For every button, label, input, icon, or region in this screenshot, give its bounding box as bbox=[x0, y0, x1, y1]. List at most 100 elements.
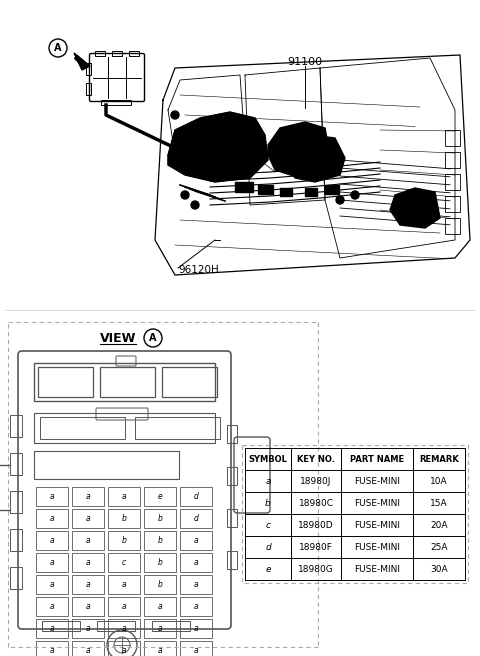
Text: 18980F: 18980F bbox=[299, 543, 333, 552]
Text: KEY NO.: KEY NO. bbox=[297, 455, 335, 464]
Text: b: b bbox=[157, 514, 162, 523]
Bar bbox=[36, 531, 68, 550]
Text: a: a bbox=[194, 558, 198, 567]
Text: b: b bbox=[157, 580, 162, 589]
Bar bbox=[72, 531, 104, 550]
Text: b: b bbox=[121, 536, 126, 545]
Bar bbox=[72, 487, 104, 506]
Bar bbox=[40, 417, 125, 439]
Bar bbox=[34, 363, 215, 401]
Text: PART NAME: PART NAME bbox=[350, 455, 404, 464]
Bar bbox=[72, 575, 104, 594]
Bar bbox=[227, 551, 237, 569]
Text: REMARK: REMARK bbox=[419, 455, 459, 464]
Bar bbox=[144, 575, 176, 594]
Text: a: a bbox=[86, 580, 90, 589]
Text: 18980J: 18980J bbox=[300, 476, 332, 485]
Bar bbox=[162, 367, 217, 397]
Bar bbox=[144, 597, 176, 616]
Bar bbox=[258, 185, 273, 194]
Text: c: c bbox=[265, 520, 271, 529]
Text: b: b bbox=[121, 514, 126, 523]
Bar bbox=[235, 182, 253, 192]
Bar bbox=[445, 196, 460, 212]
Bar bbox=[445, 130, 460, 146]
Text: a: a bbox=[265, 476, 271, 485]
Text: b: b bbox=[157, 536, 162, 545]
Circle shape bbox=[336, 196, 344, 204]
Polygon shape bbox=[74, 53, 90, 70]
Bar bbox=[108, 597, 140, 616]
Text: a: a bbox=[50, 580, 54, 589]
Bar bbox=[144, 509, 176, 528]
Text: 18980G: 18980G bbox=[298, 565, 334, 573]
Circle shape bbox=[351, 191, 359, 199]
Bar bbox=[445, 218, 460, 234]
Bar bbox=[112, 51, 122, 56]
Bar bbox=[42, 621, 80, 631]
Bar bbox=[180, 531, 212, 550]
Text: FUSE-MINI: FUSE-MINI bbox=[354, 565, 400, 573]
Bar bbox=[108, 575, 140, 594]
Bar bbox=[10, 567, 22, 589]
Bar bbox=[180, 509, 212, 528]
Bar bbox=[144, 487, 176, 506]
Bar bbox=[227, 467, 237, 485]
Text: a: a bbox=[122, 624, 126, 633]
Bar bbox=[36, 641, 68, 656]
Bar bbox=[108, 509, 140, 528]
Bar bbox=[129, 51, 139, 56]
Bar bbox=[445, 174, 460, 190]
Text: b: b bbox=[157, 558, 162, 567]
Bar bbox=[144, 619, 176, 638]
Text: a: a bbox=[122, 602, 126, 611]
Bar bbox=[108, 531, 140, 550]
Bar bbox=[10, 491, 22, 513]
Text: a: a bbox=[122, 646, 126, 655]
Text: a: a bbox=[86, 646, 90, 655]
Bar bbox=[38, 367, 93, 397]
Bar bbox=[95, 51, 105, 56]
Text: FUSE-MINI: FUSE-MINI bbox=[354, 476, 400, 485]
Text: a: a bbox=[194, 602, 198, 611]
Bar bbox=[36, 597, 68, 616]
FancyArrow shape bbox=[74, 56, 85, 66]
Text: a: a bbox=[194, 624, 198, 633]
Bar bbox=[305, 188, 317, 196]
Text: a: a bbox=[50, 646, 54, 655]
Text: a: a bbox=[194, 646, 198, 655]
Text: d: d bbox=[265, 543, 271, 552]
Text: b: b bbox=[265, 499, 271, 508]
Text: a: a bbox=[50, 514, 54, 523]
Bar bbox=[180, 619, 212, 638]
Bar bbox=[144, 553, 176, 572]
Bar bbox=[445, 152, 460, 168]
Bar bbox=[152, 621, 190, 631]
Bar bbox=[86, 63, 91, 75]
Text: a: a bbox=[50, 602, 54, 611]
Bar bbox=[100, 367, 155, 397]
Bar bbox=[36, 575, 68, 594]
Text: 30A: 30A bbox=[430, 565, 448, 573]
Text: a: a bbox=[86, 602, 90, 611]
Text: d: d bbox=[193, 492, 198, 501]
Text: a: a bbox=[158, 646, 162, 655]
Bar bbox=[10, 415, 22, 437]
Text: FUSE-MINI: FUSE-MINI bbox=[354, 543, 400, 552]
Bar bbox=[180, 553, 212, 572]
Bar bbox=[180, 641, 212, 656]
Text: a: a bbox=[50, 492, 54, 501]
Text: a: a bbox=[122, 580, 126, 589]
Text: e: e bbox=[265, 565, 271, 573]
Bar bbox=[72, 509, 104, 528]
Text: a: a bbox=[86, 558, 90, 567]
Bar bbox=[72, 553, 104, 572]
Bar bbox=[97, 621, 135, 631]
Text: a: a bbox=[86, 514, 90, 523]
Text: a: a bbox=[50, 558, 54, 567]
Circle shape bbox=[181, 191, 189, 199]
Text: e: e bbox=[157, 492, 162, 501]
Bar bbox=[10, 453, 22, 475]
Text: 10A: 10A bbox=[430, 476, 448, 485]
Polygon shape bbox=[390, 188, 440, 228]
